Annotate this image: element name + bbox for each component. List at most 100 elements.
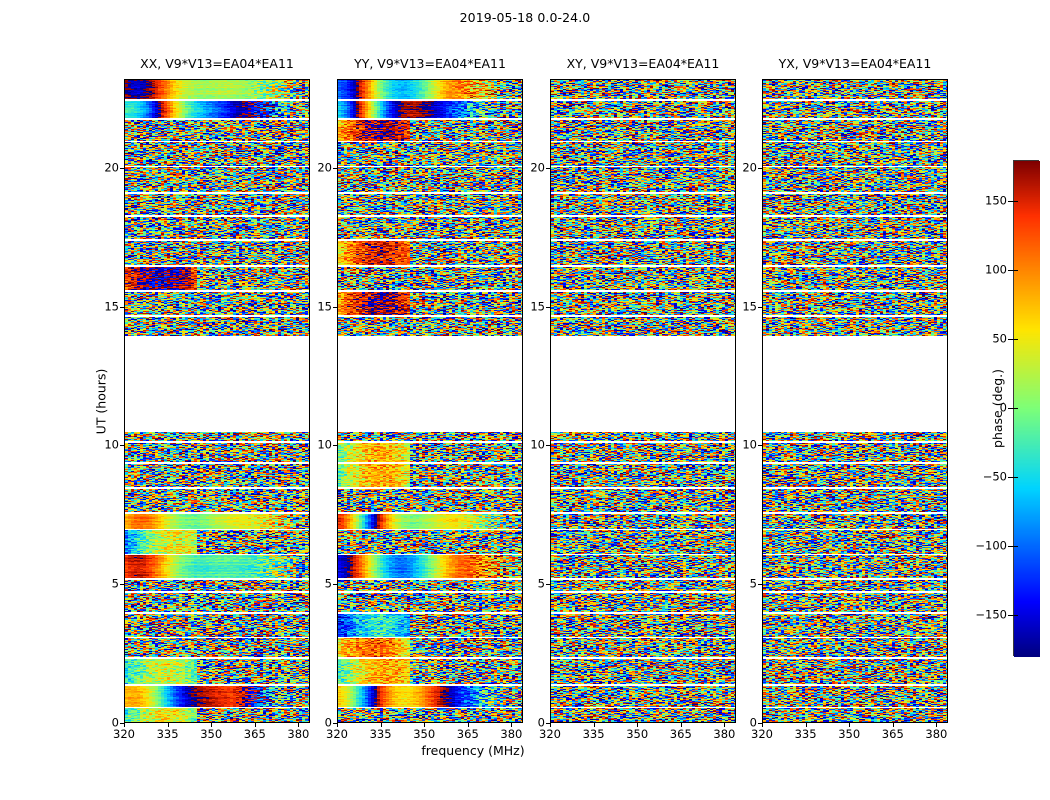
y-tick-label: 15	[742, 298, 757, 313]
y-tick-label: 20	[104, 160, 119, 175]
x-tick-mark	[124, 723, 125, 727]
panel-axes-xy	[550, 79, 736, 723]
panel-title-yy: YY, V9*V13=EA04*EA11	[354, 56, 506, 71]
y-tick-mark	[333, 167, 337, 169]
y-tick-mark	[333, 723, 337, 724]
panel-axes-yy	[337, 79, 523, 723]
y-tick-mark	[758, 306, 762, 308]
x-axis-label: frequency (MHz)	[421, 743, 525, 758]
x-tick-mark	[936, 723, 938, 727]
waterfall-image-yy	[338, 80, 522, 722]
x-tick-mark	[593, 723, 595, 727]
y-tick-mark	[120, 306, 124, 308]
colorbar-tick-label: −100	[975, 538, 1007, 553]
x-tick-mark	[550, 723, 551, 727]
x-tick-label: 320	[539, 727, 561, 741]
y-tick-mark	[546, 445, 550, 447]
colorbar-tick-mark-inner	[1013, 476, 1018, 478]
x-tick-mark	[337, 723, 338, 727]
x-tick-label: 350	[626, 727, 649, 741]
y-tick-mark	[546, 306, 550, 308]
waterfall-panel-xx[interactable]: XX, V9*V13=EA04*EA11 0 5 10 15 20 320 335 350 365…	[104, 56, 310, 740]
y-tick-label: 10	[742, 437, 757, 452]
x-tick-mark	[762, 723, 763, 727]
x-tick-mark	[254, 723, 256, 727]
x-tick-label: 365	[881, 727, 904, 741]
y-tick-label: 15	[530, 298, 545, 313]
y-tick-mark	[758, 584, 762, 586]
y-tick-mark	[546, 584, 550, 586]
colorbar-tick-mark-inner	[1013, 339, 1018, 341]
colorbar-tick-label: 50	[992, 331, 1007, 346]
y-tick-mark	[120, 584, 124, 586]
y-tick-label: 0	[749, 715, 757, 730]
x-tick-label: 365	[669, 727, 692, 741]
x-tick-mark	[167, 723, 169, 727]
x-tick-mark	[849, 723, 851, 727]
y-tick-label: 20	[317, 160, 332, 175]
panel-title-xx: XX, V9*V13=EA04*EA11	[140, 56, 294, 71]
x-tick-mark	[380, 723, 382, 727]
x-tick-mark	[637, 723, 639, 727]
y-tick-mark	[120, 445, 124, 447]
colorbar-tick-mark-inner	[1013, 270, 1018, 272]
y-tick-label: 0	[324, 715, 332, 730]
colorbar-tick-mark	[1008, 476, 1013, 478]
x-tick-label: 380	[713, 727, 736, 741]
colorbar[interactable]	[1013, 160, 1040, 657]
y-tick-mark	[758, 445, 762, 447]
y-tick-label: 5	[324, 576, 332, 591]
colorbar-tick-mark	[1008, 201, 1013, 203]
x-tick-label: 380	[925, 727, 948, 741]
y-tick-label: 15	[317, 298, 332, 313]
panel-title-yx: YX, V9*V13=EA04*EA11	[778, 56, 932, 71]
y-tick-mark	[333, 445, 337, 447]
waterfall-panel-yx[interactable]: YX, V9*V13=EA04*EA11 0 5 10 15 20 320 335 350 365…	[742, 56, 948, 740]
y-tick-label: 20	[742, 160, 757, 175]
x-tick-label: 380	[500, 727, 523, 741]
panel-axes-yx	[762, 79, 948, 723]
y-tick-label: 10	[104, 437, 119, 452]
y-tick-label: 5	[749, 576, 757, 591]
x-tick-label: 380	[287, 727, 310, 741]
x-tick-label: 320	[751, 727, 773, 741]
x-tick-label: 320	[326, 727, 348, 741]
y-tick-label: 0	[537, 715, 545, 730]
y-tick-mark	[120, 723, 124, 724]
y-tick-mark	[546, 167, 550, 169]
panel-axes-xx	[124, 79, 310, 723]
colorbar-tick-label: 100	[985, 262, 1007, 277]
y-tick-label: 5	[537, 576, 545, 591]
colorbar-tick-label: 150	[985, 193, 1007, 208]
colorbar-tick-label: −150	[975, 606, 1007, 621]
colorbar-gradient	[1014, 161, 1040, 657]
x-tick-label: 335	[794, 727, 817, 741]
x-tick-label: 335	[156, 727, 179, 741]
x-tick-label: 335	[369, 727, 392, 741]
y-tick-label: 0	[111, 715, 119, 730]
waterfall-image-xx	[125, 80, 309, 722]
colorbar-tick-mark-inner	[1013, 614, 1018, 616]
x-tick-mark	[511, 723, 513, 727]
x-tick-label: 350	[413, 727, 436, 741]
x-tick-mark	[892, 723, 894, 727]
x-tick-label: 365	[243, 727, 266, 741]
colorbar-tick-mark	[1008, 408, 1013, 409]
waterfall-panel-yy[interactable]: YY, V9*V13=EA04*EA11 0 5 10 15 20 320 335 350 365…	[317, 56, 523, 740]
waterfall-image-yx	[763, 80, 947, 722]
panel-title-xy: XY, V9*V13=EA04*EA11	[566, 56, 720, 71]
x-tick-mark	[211, 723, 213, 727]
colorbar-tick-mark	[1008, 545, 1013, 547]
y-tick-label: 10	[317, 437, 332, 452]
x-tick-mark	[424, 723, 426, 727]
y-tick-mark	[758, 167, 762, 169]
waterfall-panel-xy[interactable]: XY, V9*V13=EA04*EA11 0 5 10 15 20 320 335 350 365…	[530, 56, 736, 740]
x-tick-label: 365	[456, 727, 479, 741]
y-tick-mark	[120, 167, 124, 169]
y-tick-label: 15	[104, 298, 119, 313]
y-tick-mark	[333, 584, 337, 586]
x-tick-mark	[680, 723, 682, 727]
x-tick-mark	[298, 723, 300, 727]
figure-suptitle: 2019-05-18 0.0-24.0	[459, 10, 591, 25]
